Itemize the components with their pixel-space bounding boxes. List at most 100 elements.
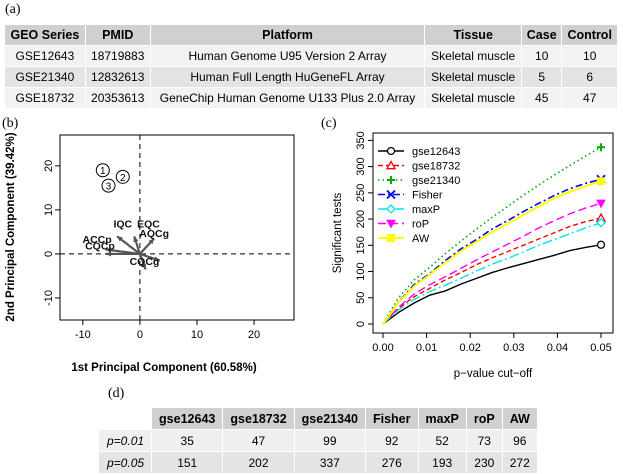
table-cell: 337 bbox=[293, 451, 366, 474]
legend-marker bbox=[387, 176, 395, 184]
sample-point-label: 2 bbox=[120, 173, 126, 184]
y-tick-label: 350 bbox=[355, 131, 367, 149]
table-cell: GSE18732 bbox=[4, 87, 86, 109]
plot-frame bbox=[59, 134, 295, 321]
table-cell: 99 bbox=[293, 429, 366, 452]
series-line-gse12643 bbox=[382, 244, 602, 325]
table-cell: 10 bbox=[521, 45, 563, 67]
y-tick-label: 100 bbox=[355, 262, 367, 280]
arrow-label: ACCp bbox=[83, 234, 112, 246]
arrow-head bbox=[141, 263, 147, 270]
table-cell: 5 bbox=[521, 66, 563, 88]
y-tick-label: 20 bbox=[43, 160, 55, 172]
legend-label: gse18732 bbox=[412, 161, 460, 173]
table-cell: 20353613 bbox=[84, 87, 151, 109]
arrow-label: CQCg bbox=[130, 256, 160, 268]
legend-label: roP bbox=[412, 219, 429, 231]
series-line-gse18732 bbox=[382, 217, 602, 325]
table-cell: 151 bbox=[151, 451, 224, 474]
x-tick-label: 0 bbox=[137, 329, 143, 341]
table-cell: 47 bbox=[222, 429, 295, 452]
table-cell: 276 bbox=[364, 451, 419, 474]
header-pmid: PMID bbox=[84, 24, 151, 46]
legend-label: AW bbox=[412, 233, 430, 245]
y-tick-label: 50 bbox=[355, 292, 367, 304]
x-tick-label: 0.00 bbox=[372, 342, 393, 354]
legend-label: gse21340 bbox=[412, 175, 460, 187]
legend-label: gse12643 bbox=[412, 146, 460, 158]
sample-point-label: 1 bbox=[100, 166, 106, 177]
x-tick-label: 0.01 bbox=[416, 342, 437, 354]
header-gse12643: gse12643 bbox=[151, 407, 224, 430]
y-tick-label: 200 bbox=[355, 210, 367, 228]
header-control: Control bbox=[561, 24, 618, 46]
dataset-table-header: GEO Series PMID Platform Tissue Case Con… bbox=[4, 24, 618, 46]
chart-xlabel: p−value cut−off bbox=[454, 368, 533, 380]
sample-point bbox=[115, 169, 130, 184]
table-cell: 230 bbox=[465, 451, 503, 474]
plot-frame bbox=[372, 132, 614, 334]
chart-ylabel: Significant tests bbox=[332, 192, 344, 273]
y-tick-label: 250 bbox=[355, 184, 367, 202]
series-marker-gse12643 bbox=[596, 240, 606, 249]
x-tick-label: 0.02 bbox=[459, 342, 480, 354]
x-tick-label: 10 bbox=[191, 329, 203, 341]
y-tick-label: 0 bbox=[43, 251, 55, 257]
y-tick-label: 300 bbox=[355, 157, 367, 175]
y-tick-label: 150 bbox=[355, 236, 367, 254]
table-cell: 92 bbox=[364, 429, 419, 452]
legend-label: Fisher bbox=[412, 190, 443, 202]
table-cell: 73 bbox=[465, 429, 503, 452]
arrow-label: AQCg bbox=[139, 228, 169, 240]
x-tick-label: -10 bbox=[75, 329, 91, 341]
panel-label-c: (c) bbox=[321, 116, 337, 131]
y-tick-label: 0 bbox=[355, 321, 367, 327]
table-cell: 12832613 bbox=[84, 66, 151, 88]
legend-marker bbox=[387, 234, 395, 242]
table-cell: 35 bbox=[151, 429, 224, 452]
header-geo-series: GEO Series bbox=[4, 24, 86, 46]
arrow-label: CQCp bbox=[85, 241, 115, 253]
pca-ylabel: 2nd Principal Component (39.42%) bbox=[5, 132, 17, 321]
table-cell: 193 bbox=[417, 451, 467, 474]
series-marker-gse21340 bbox=[597, 143, 605, 152]
series-marker-aw bbox=[597, 177, 605, 186]
series-marker-rop bbox=[596, 199, 606, 209]
legend-label: maxP bbox=[412, 204, 440, 216]
summary-table: gse12643 gse18732 gse21340 Fisher maxP r… bbox=[97, 407, 538, 474]
arrow-head bbox=[105, 251, 112, 257]
arrow-head bbox=[133, 236, 139, 243]
dataset-table: GEO Series PMID Platform Tissue Case Con… bbox=[4, 24, 618, 109]
header-platform: Platform bbox=[149, 24, 426, 46]
header-rop: roP bbox=[465, 407, 503, 430]
table-row: p=0.01 35 47 99 92 52 73 96 bbox=[97, 429, 538, 452]
sample-point bbox=[101, 178, 116, 193]
y-tick-label: -10 bbox=[43, 290, 55, 306]
arrow-head bbox=[148, 238, 155, 245]
table-cell: 18719883 bbox=[84, 45, 151, 67]
legend-marker bbox=[385, 160, 397, 170]
table-cell: 52 bbox=[417, 429, 467, 452]
table-cell: GeneChip Human Genome U133 Plus 2.0 Arra… bbox=[149, 87, 426, 109]
panel-label-b: (b) bbox=[2, 116, 19, 131]
header-blank bbox=[97, 407, 153, 430]
legend-marker bbox=[386, 146, 396, 156]
legend-marker bbox=[386, 189, 396, 200]
table-cell: GSE12643 bbox=[4, 45, 86, 67]
header-fisher: Fisher bbox=[364, 407, 419, 430]
table-cell: 45 bbox=[521, 87, 563, 109]
series-line-aw bbox=[382, 180, 602, 325]
table-cell: 272 bbox=[501, 451, 538, 474]
x-tick-label: 0.04 bbox=[547, 342, 568, 354]
header-gse21340: gse21340 bbox=[293, 407, 366, 430]
header-maxp: maxP bbox=[417, 407, 467, 430]
arrow-head bbox=[105, 247, 112, 253]
header-gse18732: gse18732 bbox=[222, 407, 295, 430]
header-aw: AW bbox=[501, 407, 538, 430]
legend-marker bbox=[386, 204, 396, 214]
header-tissue: Tissue bbox=[424, 24, 523, 46]
sample-point-label: 3 bbox=[106, 182, 112, 193]
series-line-fisher bbox=[382, 178, 602, 325]
x-tick-label: 0.03 bbox=[503, 342, 524, 354]
